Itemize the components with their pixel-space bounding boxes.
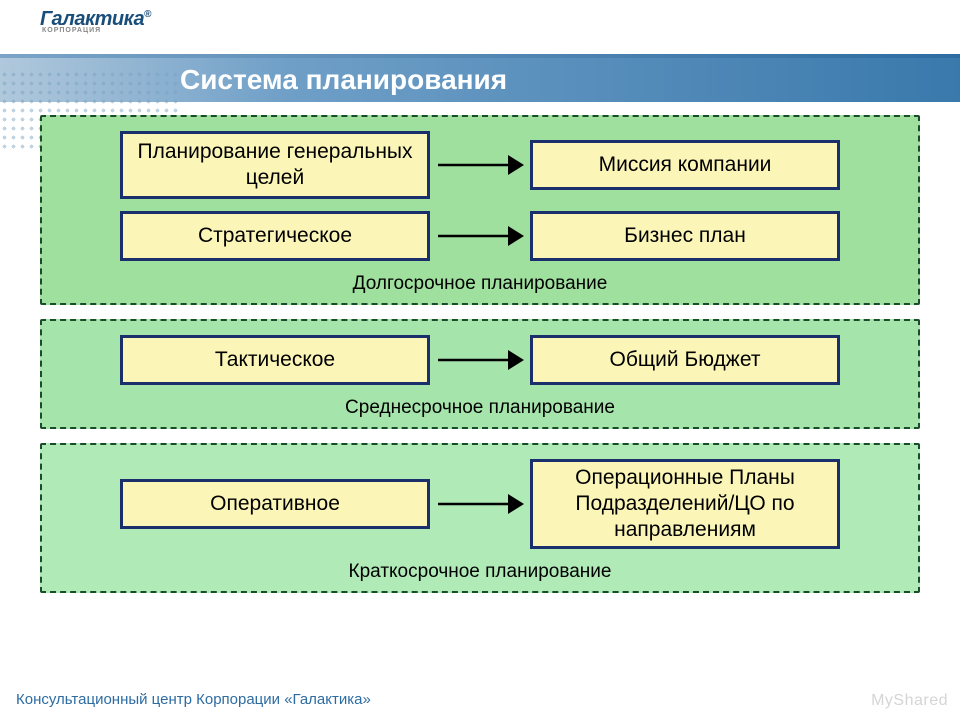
footer-text: Консультационный центр Корпорации «Галак… — [16, 691, 371, 708]
diagram-row: Планирование генеральных целей Миссия ко… — [62, 131, 898, 199]
logo-sub: КОРПОРАЦИЯ — [42, 27, 153, 34]
planning-node-right: Миссия компании — [530, 140, 840, 190]
arrow-connector — [430, 459, 530, 549]
arrow-icon — [430, 211, 530, 261]
planning-node-left: Оперативное — [120, 479, 430, 529]
planning-node-right: Общий Бюджет — [530, 335, 840, 385]
planning-node-left: Планирование генеральных целей — [120, 131, 430, 199]
planning-node-right: Операционные Планы Подразделений/ЦО по н… — [530, 459, 840, 549]
diagram-row: Оперативное Операционные Планы Подраздел… — [62, 459, 898, 549]
section-caption: Долгосрочное планирование — [62, 273, 898, 295]
diagram-row: Стратегическое Бизнес план — [62, 211, 898, 261]
planning-section: Тактическое Общий Бюджет Среднесрочное пл… — [40, 319, 920, 429]
arrow-connector — [430, 335, 530, 385]
arrow-icon — [430, 459, 530, 549]
planning-section: Оперативное Операционные Планы Подраздел… — [40, 443, 920, 593]
planning-node-right: Бизнес план — [530, 211, 840, 261]
section-caption: Краткосрочное планирование — [62, 561, 898, 583]
logo: Галактика® КОРПОРАЦИЯ — [40, 8, 151, 38]
arrow-icon — [430, 131, 530, 199]
header-strip: Галактика® КОРПОРАЦИЯ — [0, 0, 960, 56]
page-title: Система планирования — [180, 64, 507, 96]
planning-node-left: Тактическое — [120, 335, 430, 385]
diagram-content: Планирование генеральных целей Миссия ко… — [40, 115, 920, 607]
arrow-connector — [430, 131, 530, 199]
arrow-icon — [430, 335, 530, 385]
watermark: MyShared — [871, 692, 948, 710]
planning-section: Планирование генеральных целей Миссия ко… — [40, 115, 920, 305]
planning-node-left: Стратегическое — [120, 211, 430, 261]
section-caption: Среднесрочное планирование — [62, 397, 898, 419]
logo-reg: ® — [144, 9, 151, 20]
diagram-row: Тактическое Общий Бюджет — [62, 335, 898, 385]
arrow-connector — [430, 211, 530, 261]
